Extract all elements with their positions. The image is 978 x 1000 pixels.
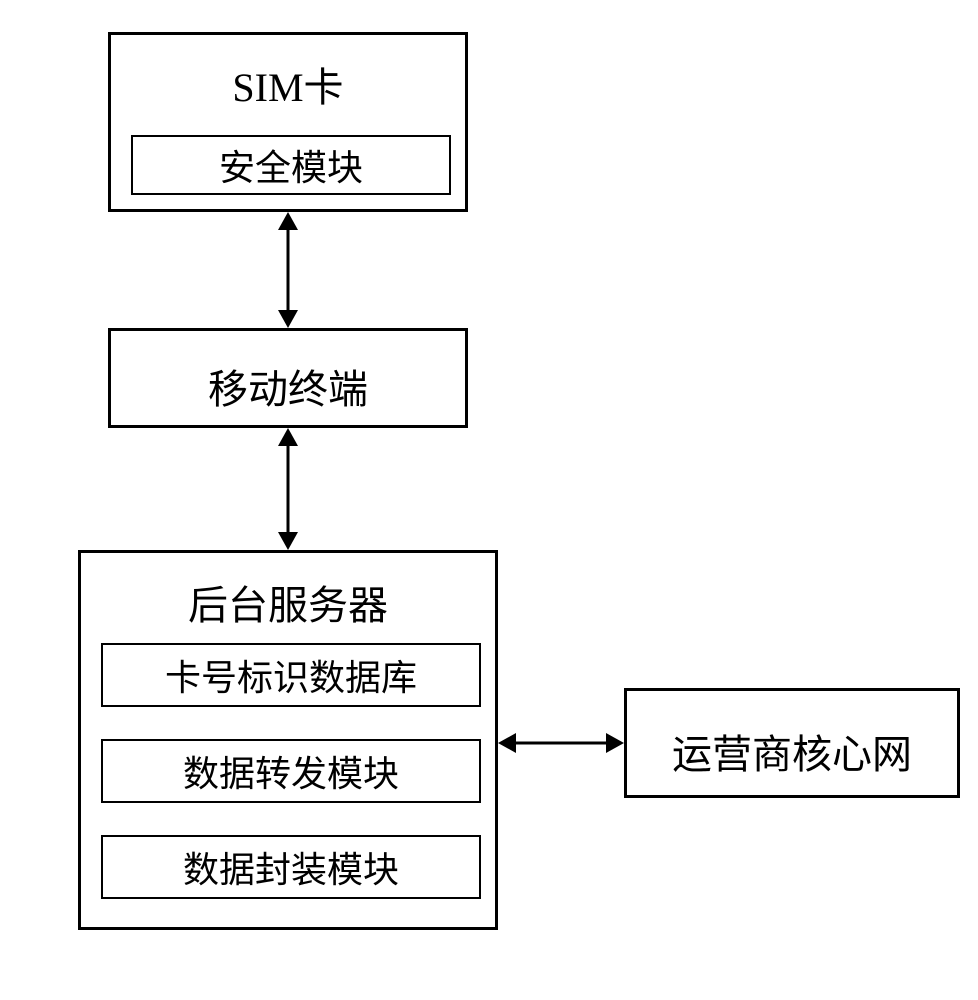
mobile-terminal-box: 移动终端 <box>108 328 468 428</box>
data-forward-module-label: 数据转发模块 <box>183 745 399 797</box>
sim-card-title: SIM卡 <box>111 55 465 113</box>
security-module-label: 安全模块 <box>219 139 363 191</box>
mobile-terminal-title: 移动终端 <box>111 357 465 415</box>
data-forward-module-box: 数据转发模块 <box>101 739 481 803</box>
diagram-canvas: SIM卡 安全模块 移动终端 后台服务器 卡号标识数据库 数据转发模块 数据封装… <box>0 0 978 1000</box>
backend-server-title: 后台服务器 <box>81 573 495 631</box>
backend-server-box: 后台服务器 卡号标识数据库 数据转发模块 数据封装模块 <box>78 550 498 930</box>
data-encap-module-label: 数据封装模块 <box>183 841 399 893</box>
sim-card-box: SIM卡 安全模块 <box>108 32 468 212</box>
edge-sim-terminal <box>276 212 300 328</box>
data-encap-module-box: 数据封装模块 <box>101 835 481 899</box>
card-id-database-box: 卡号标识数据库 <box>101 643 481 707</box>
edge-terminal-server <box>276 428 300 550</box>
security-module-box: 安全模块 <box>131 135 451 195</box>
edge-server-core <box>498 731 624 755</box>
operator-core-network-title: 运营商核心网 <box>627 722 957 780</box>
card-id-database-label: 卡号标识数据库 <box>165 649 417 701</box>
operator-core-network-box: 运营商核心网 <box>624 688 960 798</box>
